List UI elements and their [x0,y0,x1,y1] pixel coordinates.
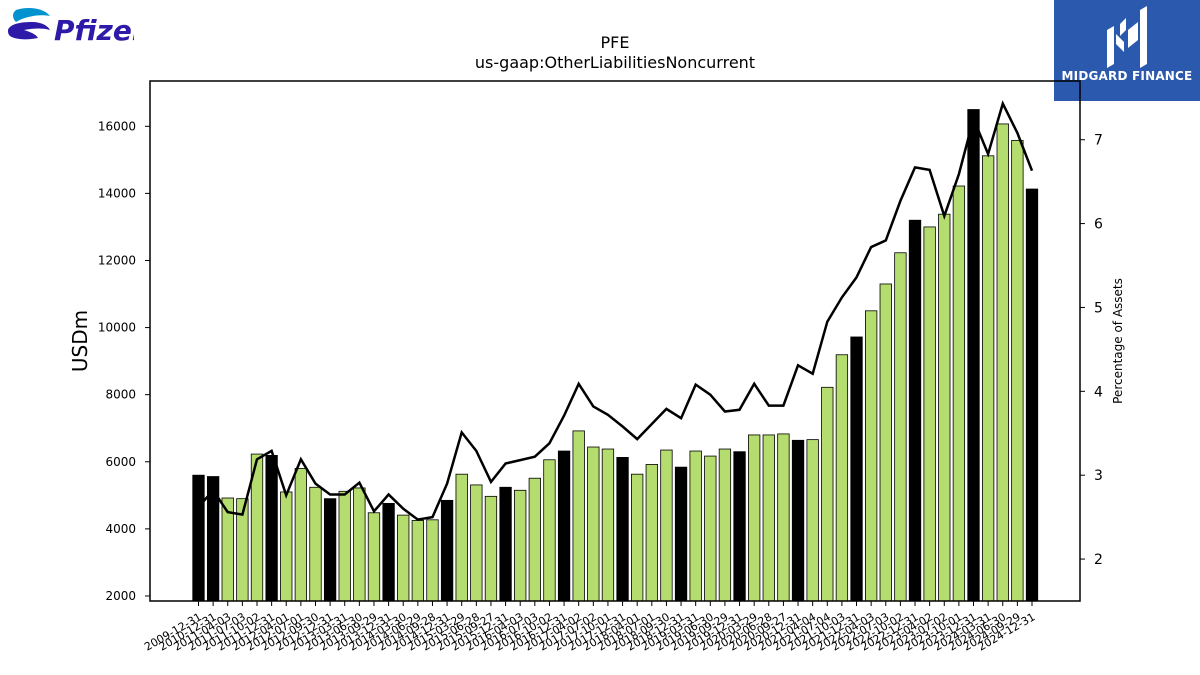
plot-frame [149,80,1081,602]
bar [601,448,615,602]
y2-axis-label: Percentage of Assets [1111,278,1125,404]
y-tick-label: 12000 [98,253,136,267]
bar [323,498,337,602]
bar [908,219,922,602]
pfizer-logo: Pfizer [4,4,148,56]
percentage-line [197,100,1034,521]
bar [981,155,995,602]
bar-series [192,109,1039,602]
y-axis-right: 2 3 4 5 6 7 [1080,133,1103,568]
bar [952,185,966,602]
bar [309,486,322,602]
bar [294,468,308,602]
bar [777,433,790,602]
midgard-m-icon [1107,6,1147,68]
bar [791,439,805,602]
y-tick-label: 14000 [98,186,136,200]
y2-tick-label: 7 [1094,133,1103,149]
y2-tick-label: 5 [1094,300,1103,316]
pfizer-logo-text: Pfizer [54,14,134,47]
bar [455,473,468,602]
bar [367,512,381,602]
bar [762,434,775,602]
bar [499,486,512,602]
y-tick-label: 6000 [105,455,136,469]
bar [821,386,834,602]
x-axis: 2009-12-312010-12-312011-04-032011-07-03… [142,601,1038,654]
midgard-finance-logo: MIDGARD FINANCE [1054,0,1200,101]
bar [470,484,483,602]
bar [733,451,746,602]
y2-tick-label: 6 [1094,217,1103,233]
y-tick-label: 16000 [98,119,136,133]
bar [353,487,366,602]
y-axis-label: USDm [68,310,92,372]
bar [631,473,644,602]
chart-title: PFE [601,33,630,52]
bar [514,489,527,602]
bar [338,490,351,602]
bar [967,109,980,602]
y-tick-label: 10000 [98,321,136,335]
bar [543,459,556,602]
bar [557,450,571,602]
bar [411,520,424,602]
bar [996,123,1009,602]
y-tick-label: 2000 [105,589,136,603]
y-tick-label: 4000 [105,522,136,536]
bar [718,448,732,602]
bar [382,502,395,602]
bar [879,283,892,602]
y-axis-left: 2000 4000 6000 8000 10000 12000 14000 16000 [98,119,150,603]
y-tick-label: 8000 [105,388,136,402]
bar [587,446,600,602]
bar [426,519,439,602]
bar [864,310,878,602]
y2-tick-label: 3 [1094,468,1103,484]
line-series [197,100,1034,521]
bar [806,439,819,602]
y2-tick-label: 2 [1094,552,1103,568]
bar [484,495,498,602]
bar [938,213,951,602]
bar [835,354,849,602]
bar [660,449,673,602]
chart-subtitle: us-gaap:OtherLiabilitiesNoncurrent [475,53,755,72]
midgard-finance-brand: MIDGARD FINANCE [1061,69,1193,83]
bar [689,450,702,602]
bar [616,457,629,602]
bar [397,514,410,602]
bar [265,454,278,602]
bar [923,226,936,602]
bar [645,464,658,602]
bar [528,477,541,602]
bar [572,430,585,602]
bar [1011,139,1024,602]
bar [674,466,688,602]
bar [1025,188,1039,602]
bar [440,499,454,602]
bar [894,252,907,602]
bar [192,474,205,602]
bar [850,336,863,602]
y2-tick-label: 4 [1094,384,1103,400]
bar [748,434,761,602]
bar [280,491,293,602]
bar [704,455,717,602]
pfizer-logo-icon: Pfizer [8,8,148,47]
